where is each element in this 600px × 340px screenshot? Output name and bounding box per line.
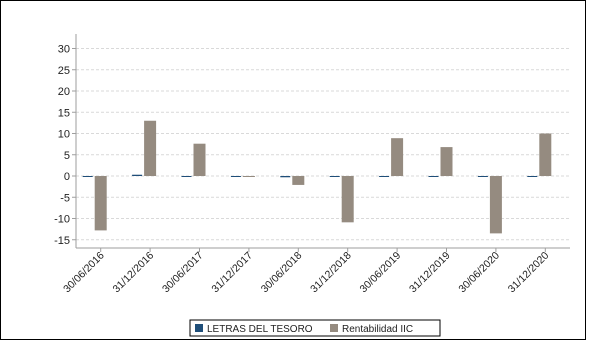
bar-letras-del-tesoro bbox=[329, 176, 340, 177]
y-tick-label: 10 bbox=[58, 129, 70, 141]
bar-rentabilidad-iic bbox=[391, 138, 404, 176]
legend-swatch-letras bbox=[195, 324, 203, 332]
bar-rentabilidad-iic bbox=[292, 176, 305, 185]
bars bbox=[82, 120, 552, 234]
bar-letras-del-tesoro bbox=[82, 176, 93, 177]
bar-rentabilidad-iic bbox=[144, 120, 157, 176]
y-tick-label: -5 bbox=[60, 192, 70, 204]
bar-rentabilidad-iic bbox=[539, 133, 552, 176]
bar-letras-del-tesoro bbox=[379, 176, 390, 177]
bar-letras-del-tesoro bbox=[527, 176, 538, 177]
bar-letras-del-tesoro bbox=[428, 176, 439, 177]
y-tick-label: 0 bbox=[64, 171, 70, 183]
bar-rentabilidad-iic bbox=[341, 176, 354, 223]
bar-letras-del-tesoro bbox=[477, 176, 488, 177]
y-tick-label: -15 bbox=[54, 235, 70, 247]
bar-rentabilidad-iic bbox=[94, 176, 107, 231]
bar-letras-del-tesoro bbox=[132, 174, 143, 176]
y-tick-label: 25 bbox=[58, 65, 70, 77]
bar-letras-del-tesoro bbox=[280, 176, 291, 178]
axes bbox=[72, 34, 570, 252]
bar-letras-del-tesoro bbox=[181, 176, 192, 177]
chart-border bbox=[0, 0, 586, 340]
y-tick-labels: 30 25 20 15 10 5 0 -5 -10 -15 bbox=[54, 44, 70, 247]
bar-rentabilidad-iic bbox=[489, 176, 502, 234]
y-tick-label: 30 bbox=[58, 44, 70, 56]
bar-rentabilidad-iic bbox=[242, 176, 255, 177]
bar-rentabilidad-iic bbox=[440, 147, 453, 176]
legend-swatch-rentabilidad bbox=[330, 324, 338, 332]
legend: LETRAS DEL TESORO Rentabilidad IIC bbox=[189, 319, 441, 337]
legend-label-letras: LETRAS DEL TESORO bbox=[207, 324, 313, 335]
y-tick-label: 15 bbox=[58, 107, 70, 119]
gridlines bbox=[76, 48, 570, 241]
legend-box bbox=[189, 319, 441, 337]
bar-letras-del-tesoro bbox=[230, 176, 241, 177]
legend-label-rentabilidad: Rentabilidad IIC bbox=[342, 324, 413, 335]
y-tick-label: 5 bbox=[64, 150, 70, 162]
bar-rentabilidad-iic bbox=[193, 143, 206, 176]
y-tick-label: 20 bbox=[58, 86, 70, 98]
y-tick-label: -10 bbox=[54, 214, 70, 226]
